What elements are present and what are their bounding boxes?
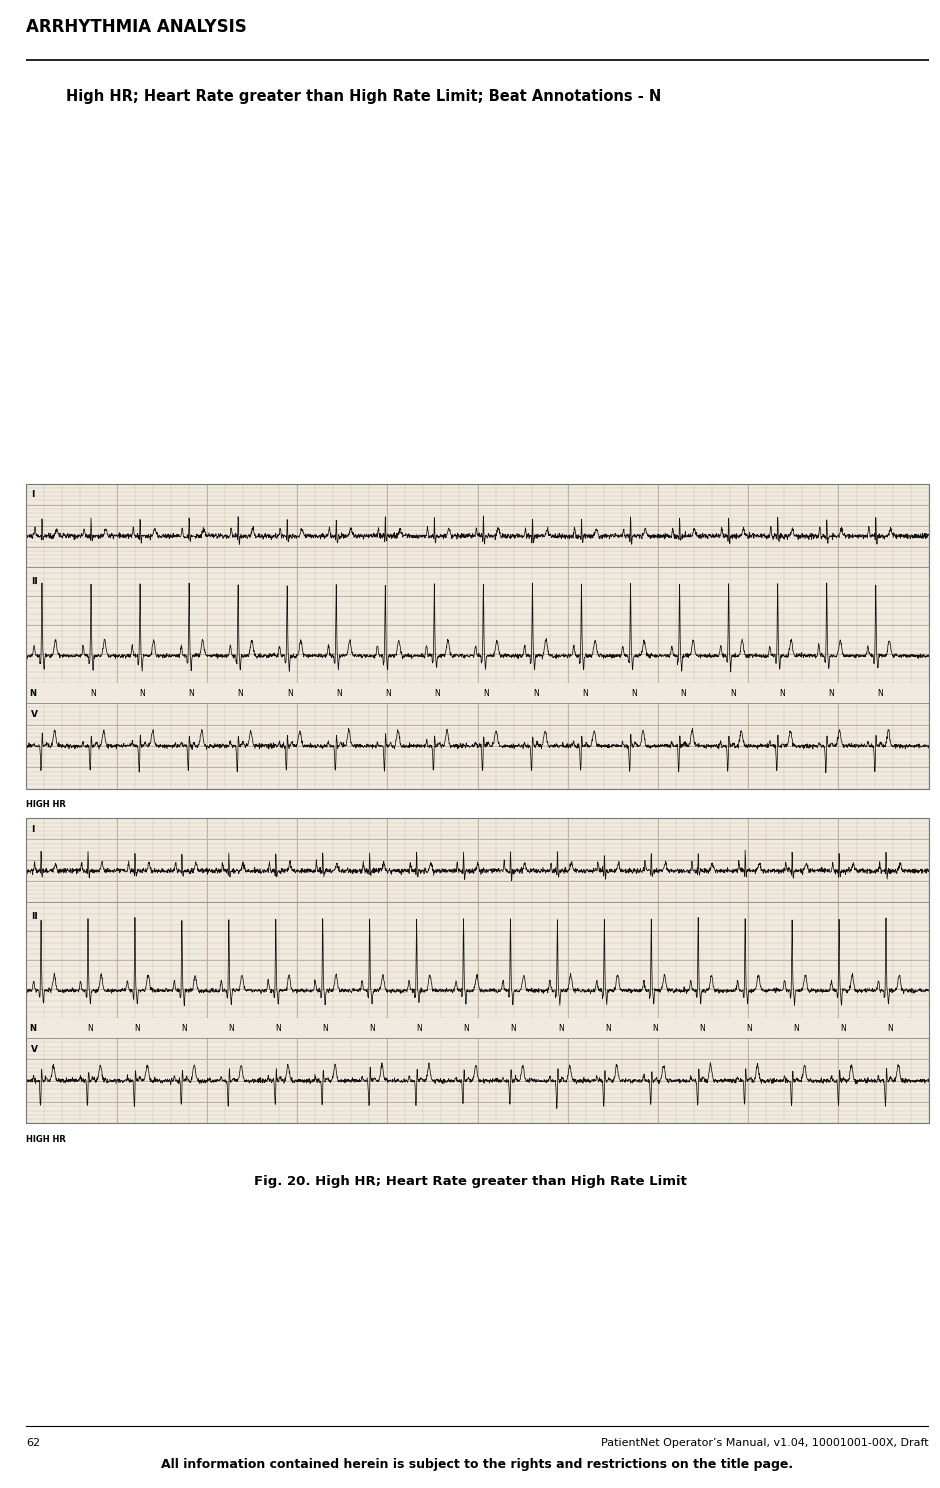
Text: N: N: [228, 1024, 234, 1033]
Text: N: N: [90, 689, 96, 698]
Text: I: I: [31, 826, 34, 835]
Text: II: II: [31, 912, 38, 921]
Text: N: N: [699, 1024, 705, 1033]
Text: N: N: [87, 1024, 93, 1033]
Text: N: N: [238, 689, 243, 698]
Text: N: N: [877, 689, 884, 698]
Text: N: N: [434, 689, 440, 698]
Text: N: N: [510, 1024, 516, 1033]
Text: N: N: [416, 1024, 422, 1033]
Text: 62: 62: [26, 1437, 40, 1448]
Text: N: N: [336, 689, 342, 698]
Text: V: V: [31, 1045, 38, 1054]
Text: N: N: [729, 689, 735, 698]
Text: N: N: [793, 1024, 799, 1033]
Text: N: N: [385, 689, 391, 698]
Text: N: N: [287, 689, 292, 698]
Text: N: N: [840, 1024, 846, 1033]
Text: V: V: [31, 710, 38, 719]
Text: PatientNet Operator’s Manual, v1.04, 10001001-00X, Draft: PatientNet Operator’s Manual, v1.04, 100…: [601, 1437, 929, 1448]
Text: N: N: [275, 1024, 281, 1033]
Text: N: N: [29, 1024, 36, 1033]
Text: HIGH HR: HIGH HR: [26, 799, 66, 809]
Text: N: N: [681, 689, 686, 698]
Text: High HR; Heart Rate greater than High Rate Limit; Beat Annotations - N: High HR; Heart Rate greater than High Ra…: [66, 89, 661, 104]
Text: N: N: [533, 689, 539, 698]
Text: N: N: [652, 1024, 658, 1033]
Text: All information contained herein is subject to the rights and restrictions on th: All information contained herein is subj…: [162, 1458, 793, 1472]
Text: HIGH HR: HIGH HR: [26, 1134, 66, 1144]
Text: N: N: [746, 1024, 752, 1033]
Text: N: N: [887, 1024, 893, 1033]
Text: N: N: [632, 689, 637, 698]
Text: N: N: [557, 1024, 564, 1033]
Text: N: N: [582, 689, 588, 698]
Text: II: II: [31, 577, 38, 586]
Text: N: N: [181, 1024, 187, 1033]
Text: N: N: [369, 1024, 375, 1033]
Text: N: N: [29, 689, 36, 698]
Text: ARRHYTHMIA ANALYSIS: ARRHYTHMIA ANALYSIS: [26, 18, 247, 36]
Text: N: N: [779, 689, 785, 698]
Text: N: N: [463, 1024, 469, 1033]
Text: N: N: [322, 1024, 328, 1033]
Text: Fig. 20. High HR; Heart Rate greater than High Rate Limit: Fig. 20. High HR; Heart Rate greater tha…: [254, 1176, 686, 1187]
Text: N: N: [605, 1024, 611, 1033]
Text: N: N: [828, 689, 834, 698]
Text: N: N: [188, 689, 194, 698]
Text: N: N: [484, 689, 490, 698]
Text: I: I: [31, 491, 34, 500]
Text: N: N: [134, 1024, 140, 1033]
Text: N: N: [139, 689, 145, 698]
